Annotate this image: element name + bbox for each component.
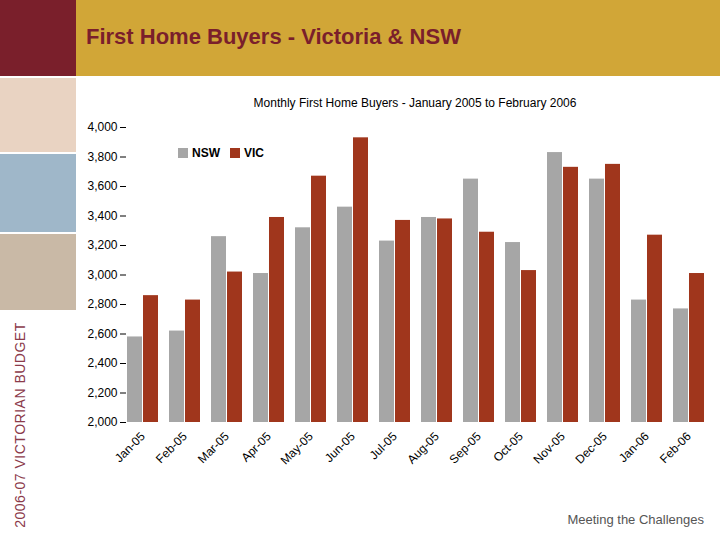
- html-text:VIC: VIC: [244, 146, 264, 160]
- svg-text:Jan-05: Jan-05: [112, 429, 148, 465]
- svg-text:3,400: 3,400: [87, 209, 117, 223]
- svg-text:Jan-06: Jan-06: [616, 429, 652, 465]
- svg-text:2,600: 2,600: [87, 327, 117, 341]
- svg-text:2,400: 2,400: [87, 356, 117, 370]
- svg-text:2,200: 2,200: [87, 386, 117, 400]
- svg-text:Oct-05: Oct-05: [490, 429, 526, 465]
- html-text:2006-07 VICTORIAN BUDGET: 2006-07 VICTORIAN BUDGET: [12, 322, 28, 528]
- html-text:First Home Buyers - Victoria &: First Home Buyers - Victoria & NSW: [86, 24, 461, 49]
- svg-text:Nov-05: Nov-05: [531, 429, 568, 466]
- svg-text:Aug-05: Aug-05: [405, 429, 442, 466]
- svg-text:Mar-05: Mar-05: [195, 429, 232, 466]
- svg-text:Feb-06: Feb-06: [657, 429, 694, 466]
- svg-text:2,800: 2,800: [87, 297, 117, 311]
- svg-text:2,000: 2,000: [87, 415, 117, 429]
- html-text:NSW: NSW: [192, 146, 220, 160]
- svg-text:Jul-05: Jul-05: [367, 429, 400, 462]
- svg-text:3,800: 3,800: [87, 150, 117, 164]
- svg-text:May-05: May-05: [278, 429, 316, 467]
- svg-text:3,200: 3,200: [87, 238, 117, 252]
- svg-text:3,000: 3,000: [87, 268, 117, 282]
- svg-text:Dec-05: Dec-05: [573, 429, 610, 466]
- html-text:Meeting the Challenges: Meeting the Challenges: [567, 512, 704, 527]
- html-text:Monthly First Home Buyers - Ja: Monthly First Home Buyers - January 2005…: [253, 96, 577, 110]
- svg-text:Sep-05: Sep-05: [447, 429, 484, 466]
- svg-text:Jun-05: Jun-05: [322, 429, 358, 465]
- svg-text:4,000: 4,000: [87, 120, 117, 134]
- svg-text:Apr-05: Apr-05: [238, 429, 274, 465]
- svg-text:Feb-05: Feb-05: [153, 429, 190, 466]
- svg-text:3,600: 3,600: [87, 179, 117, 193]
